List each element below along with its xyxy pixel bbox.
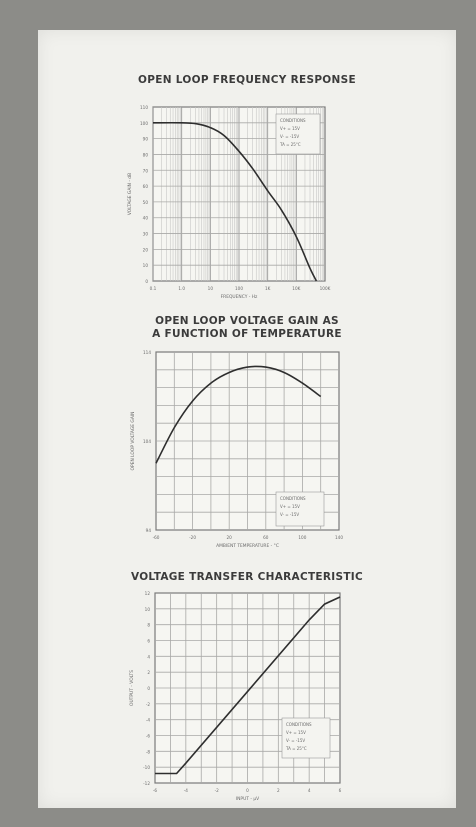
x-tick-label: -20 bbox=[189, 535, 196, 540]
chart-1: 0 10 20 30 40 50 60 70 80 90 100 110 0.1 1.0 10 100 1K 10… bbox=[127, 105, 331, 300]
y-tick-label: -12 bbox=[143, 781, 150, 786]
x-tick-label: 140 bbox=[335, 535, 343, 540]
y-tick-label: 80 bbox=[143, 152, 149, 157]
y-tick-label: 6 bbox=[147, 639, 150, 644]
series-line bbox=[154, 596, 341, 775]
chart-3: -12 -10 -8 -6 -4 -2 0 2 4 6 8 10 12 -6 -4 -2 0 2 4 6 INPUT -… bbox=[129, 591, 342, 802]
y-tick-label: 30 bbox=[143, 232, 149, 237]
x-tick-label: 1K bbox=[265, 286, 271, 291]
x-tick-label: 60 bbox=[263, 535, 269, 540]
y-tick-label: 40 bbox=[143, 216, 149, 221]
x-tick-label: 20 bbox=[227, 535, 233, 540]
y-tick-label: 0 bbox=[147, 686, 150, 691]
y-tick-label: 10 bbox=[145, 607, 151, 612]
chart-2: 94 104 114 -60 -20 20 60 100 140 AMBIENT TEMPERAT… bbox=[130, 350, 343, 549]
y-tick-label: 4 bbox=[147, 654, 150, 659]
legend-line: TA = 25°C bbox=[285, 746, 307, 751]
y-tick-label: 90 bbox=[143, 137, 149, 142]
x-tick-label: 100K bbox=[320, 286, 331, 291]
y-tick-label: 60 bbox=[143, 184, 149, 189]
x-tick-label: 100 bbox=[235, 286, 243, 291]
legend-box bbox=[275, 491, 325, 527]
x-tick-label: 0 bbox=[246, 788, 249, 793]
series-line bbox=[155, 365, 322, 464]
x-axis-label: INPUT - µV bbox=[236, 796, 259, 802]
y-tick-label: 94 bbox=[146, 528, 152, 533]
y-tick-label: 20 bbox=[143, 247, 149, 252]
legend-line: CONDITIONS bbox=[280, 496, 306, 501]
y-tick-label: -10 bbox=[143, 765, 150, 770]
y-tick-label: -8 bbox=[146, 749, 151, 754]
legend-line: V+ = 15V bbox=[280, 126, 300, 131]
legend-line: TA = 25°C bbox=[279, 142, 301, 147]
legend-line: CONDITIONS bbox=[286, 722, 312, 727]
y-tick-label: 50 bbox=[143, 200, 149, 205]
y-tick-label: 0 bbox=[145, 279, 148, 284]
x-tick-label: 100 bbox=[298, 535, 306, 540]
y-tick-label: 104 bbox=[143, 439, 151, 444]
chart1-title: OPEN LOOP FREQUENCY RESPONSE bbox=[138, 74, 356, 86]
x-tick-label: 4 bbox=[308, 788, 311, 793]
legend-line: V- = -15V bbox=[286, 738, 305, 743]
y-tick-label: 10 bbox=[143, 263, 149, 268]
x-tick-label: -2 bbox=[215, 788, 220, 793]
x-tick-label: 0.1 bbox=[150, 286, 157, 291]
chart3-title: VOLTAGE TRANSFER CHARACTERISTIC bbox=[130, 571, 364, 583]
y-tick-label: -4 bbox=[146, 718, 151, 723]
x-tick-label: 6 bbox=[339, 788, 342, 793]
x-tick-label: 1.0 bbox=[178, 286, 185, 291]
legend-line: V- = -15V bbox=[280, 134, 299, 139]
y-axis-label: VOLTAGE GAIN - dB bbox=[127, 173, 133, 215]
x-axis-label: FREQUENCY - Hz bbox=[221, 294, 258, 300]
legend-box bbox=[275, 113, 321, 155]
chart2-title: OPEN LOOP VOLTAGE GAIN AS A FUNCTION OF … bbox=[152, 315, 342, 340]
legend-line: V- = -15V bbox=[280, 512, 299, 517]
y-tick-label: 8 bbox=[147, 623, 150, 628]
series-line bbox=[152, 121, 318, 282]
y-axis-label: OPEN LOOP VOLTAGE GAIN bbox=[130, 412, 136, 471]
x-tick-label: -4 bbox=[184, 788, 189, 793]
x-tick-label: 10K bbox=[292, 286, 300, 291]
y-tick-label: 12 bbox=[145, 591, 151, 596]
legend-line: CONDITIONS bbox=[280, 118, 306, 123]
y-axis-label: OUTPUT - VOLTS bbox=[129, 670, 135, 706]
y-tick-label: 110 bbox=[140, 105, 148, 110]
y-tick-label: -2 bbox=[146, 702, 151, 707]
y-tick-label: 70 bbox=[143, 168, 149, 173]
y-tick-label: 100 bbox=[140, 121, 148, 126]
legend-line: V+ = 15V bbox=[286, 730, 306, 735]
legend-box bbox=[281, 717, 331, 759]
x-tick-label: -6 bbox=[153, 788, 158, 793]
y-tick-label: -6 bbox=[146, 734, 151, 739]
x-tick-label: -60 bbox=[153, 535, 160, 540]
y-tick-label: 2 bbox=[147, 670, 150, 675]
x-axis-label: AMBIENT TEMPERATURE - °C bbox=[216, 543, 279, 549]
x-tick-label: 2 bbox=[277, 788, 280, 793]
legend-line: V+ = 15V bbox=[280, 504, 300, 509]
x-tick-label: 10 bbox=[208, 286, 214, 291]
y-tick-label: 114 bbox=[143, 350, 151, 355]
